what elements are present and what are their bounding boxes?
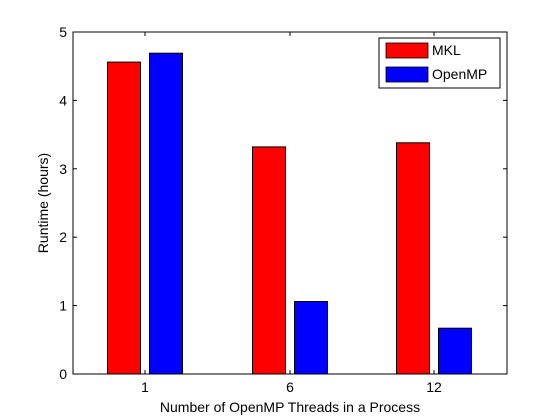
legend-swatch-openmp: [385, 66, 429, 83]
bar-openmp-1: [149, 52, 183, 375]
ticks-group: [73, 31, 507, 375]
y-axis-label: Runtime (hours): [35, 153, 51, 253]
y-tick-label: 3: [59, 161, 67, 177]
legend-label-openmp: OpenMP: [432, 66, 487, 82]
y-tick-label: 2: [59, 229, 67, 245]
legend: MKL OpenMP: [378, 37, 501, 89]
y-tick-label: 1: [59, 298, 67, 314]
bar-mkl-6: [252, 146, 286, 375]
x-tick-label: 12: [426, 379, 442, 395]
legend-swatch-mkl: [385, 42, 429, 59]
y-tick-label: 4: [59, 92, 67, 108]
legend-label-mkl: MKL: [432, 42, 461, 58]
x-tick-label: 1: [141, 379, 149, 395]
x-tick-label: 6: [286, 379, 294, 395]
bar-mkl-1: [107, 61, 141, 375]
bars-group: [107, 52, 472, 375]
plot-background: [73, 32, 507, 374]
bar-openmp-12: [438, 327, 472, 375]
bar-mkl-12: [396, 142, 430, 375]
y-tick-label: 5: [59, 24, 67, 40]
x-axis-label: Number of OpenMP Threads in a Process: [160, 399, 420, 415]
y-tick-label: 0: [59, 366, 67, 382]
bar-openmp-6: [294, 301, 328, 375]
